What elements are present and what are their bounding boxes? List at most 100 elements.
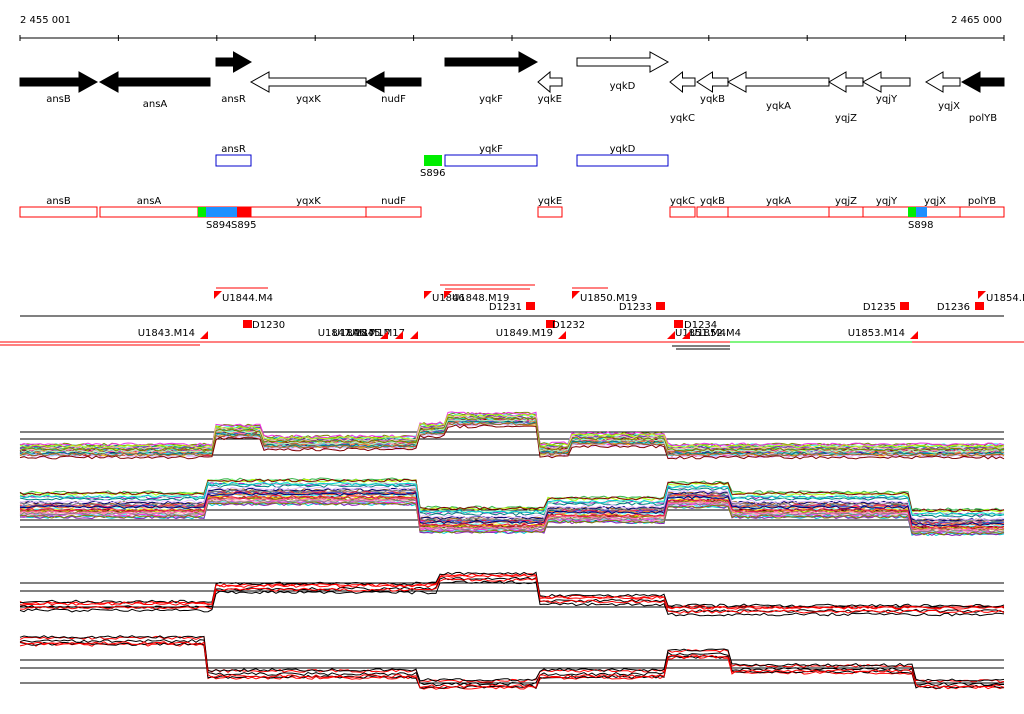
gene-label-yqkA: yqkA [766, 101, 791, 112]
lower-box-label-yqjZ: yqjZ [835, 196, 857, 207]
feature-label-U1844.M4: U1844.M4 [222, 293, 273, 304]
feature-label-U1850.M19: U1850.M19 [580, 293, 637, 304]
feature-label-U1843.M14: U1843.M14 [138, 328, 195, 339]
expression-trace [19, 421, 1005, 457]
feature-label-D1231: D1231 [489, 302, 522, 313]
feature-flag-U1849.M19 [558, 331, 566, 339]
feature-flag-U1844.M4 [214, 291, 222, 299]
site-S894 [206, 207, 237, 217]
gene-arrow-yqjX [925, 71, 961, 93]
expression-panel-3 [19, 571, 1005, 617]
feature-flag-U1853.M14 [910, 331, 918, 339]
lower-box-label-yqkE: yqkE [538, 196, 562, 207]
expression-trace [19, 486, 1005, 521]
feature-label-U1852.M4: U1852.M4 [690, 328, 741, 339]
gene-label-ansR: ansR [221, 94, 246, 105]
gene-label-yqjY: yqjY [876, 94, 898, 105]
gene-arrow-yqkD [576, 51, 670, 73]
feature-label-D1235: D1235 [863, 302, 896, 313]
lower-box-ansB [19, 206, 98, 218]
feature-block-D1235 [900, 302, 909, 310]
lower-box-label-yqkA: yqkA [766, 196, 791, 207]
gene-arrow-nudF [364, 71, 422, 93]
gene-arrow-yqjZ [828, 71, 864, 93]
gene-arrow-yqkC [669, 70, 696, 94]
expression-trace [19, 415, 1005, 451]
lower-box-label-polYB: polYB [968, 196, 996, 207]
expression-trace [19, 424, 1005, 460]
feature-flag-U1852.M4 [682, 331, 690, 339]
expression-trace [20, 478, 1005, 513]
gene-label-yqkF: yqkF [479, 94, 503, 105]
feature-label-U1853.M14: U1853.M14 [848, 328, 905, 339]
expression-panel-4 [19, 635, 1005, 690]
gene-arrow-ansR [215, 51, 253, 73]
feature-flag-U1851.M4 [667, 331, 675, 339]
expression-trace [19, 477, 1005, 512]
lower-box-yqkE [537, 206, 563, 218]
expression-panel-2 [19, 477, 1005, 537]
feature-block-D1236 [975, 302, 984, 310]
feature-label-U1848.M19: U1848.M19 [452, 293, 509, 304]
feature-flag-U1847.M17 [380, 331, 388, 339]
gene-label-ansB: ansB [46, 94, 71, 105]
feature-label-D1233: D1233 [619, 302, 652, 313]
upper-box-label-yqkF: yqkF [479, 144, 503, 155]
expression-trace [19, 411, 1005, 447]
lower-box-yqxK [250, 206, 367, 218]
lower-box-yqjZ [828, 206, 864, 218]
gene-label-yqkB: yqkB [700, 94, 725, 105]
expression-trace [19, 478, 1005, 513]
gene-label-polYB: polYB [969, 113, 997, 124]
gene-arrow-yqkF [444, 51, 539, 73]
lower-box-yqjY [862, 206, 911, 218]
gene-label-yqjX: yqjX [938, 101, 960, 112]
site-label-S895: S895 [231, 220, 256, 231]
expression-panel-1 [19, 411, 1005, 460]
expression-trace [19, 501, 1005, 536]
expression-trace [19, 639, 1004, 687]
site-S895 [237, 207, 251, 217]
upper-box-label-ansR: ansR [221, 144, 246, 155]
gene-arrow-polYB [960, 71, 1005, 93]
gene-arrow-ansB [19, 71, 99, 93]
site-label-S894: S894 [206, 220, 231, 231]
expression-trace [19, 642, 1005, 690]
lower-box-label-ansB: ansB [46, 196, 71, 207]
expression-trace [19, 411, 1005, 447]
lower-box-yqkA [727, 206, 830, 218]
feature-flag-U1843.M14 [200, 331, 208, 339]
upper-box-yqkD [576, 154, 669, 167]
gene-arrow-yqkA [726, 71, 830, 93]
gene-label-yqjZ: yqjZ [835, 113, 857, 124]
gene-label-yqxK: yqxK [296, 94, 321, 105]
gene-arrow-yqjY [861, 71, 911, 93]
gene-label-nudF: nudF [381, 94, 406, 105]
feature-label-U1851.M4: U1851.M4 [675, 328, 726, 339]
upper-annotation-track: ansR yqkF yqkD S896 [215, 144, 669, 179]
gene-track: ansB ansA ansR yqxK nudF yqkF yqkE yqkD yqkC yqkB… [19, 51, 1005, 124]
lower-box-label-yqjY: yqjY [876, 196, 898, 207]
feature-label-D1234: D1234 [684, 320, 717, 331]
feature-block-D1233 [656, 302, 665, 310]
gene-arrow-ansA [98, 71, 211, 93]
site-label-S896: S896 [420, 168, 445, 179]
expression-trace [19, 414, 1005, 450]
gene-arrow-yqkE [537, 70, 563, 94]
feature-label-D1236: D1236 [937, 302, 970, 313]
site-S898-green [908, 207, 916, 217]
expression-trace [19, 571, 1005, 608]
expression-trace [19, 502, 1005, 537]
feature-label-D1232: D1232 [552, 320, 585, 331]
expression-trace [19, 497, 1005, 531]
site-S896 [424, 155, 442, 166]
lower-box-ansA [99, 206, 199, 218]
lower-box-label-yqkC: yqkC [670, 196, 695, 207]
expression-trace [19, 418, 1005, 454]
lower-box-polYB [959, 206, 1005, 218]
feature-flag-U1845.M17 [410, 331, 418, 339]
expression-trace [19, 481, 1005, 516]
feature-label-U1849.M19: U1849.M19 [496, 328, 553, 339]
feature-flag-U1854.M [978, 291, 986, 299]
